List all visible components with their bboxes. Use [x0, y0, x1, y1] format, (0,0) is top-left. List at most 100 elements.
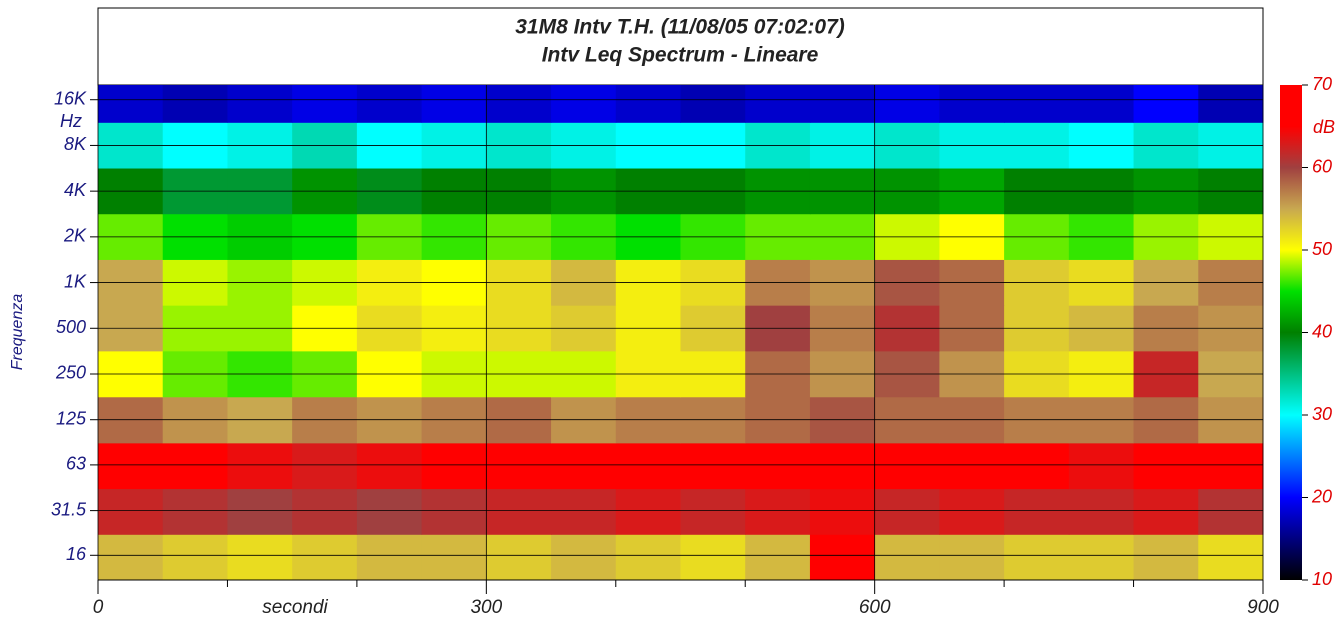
heatmap-cell: [98, 534, 164, 581]
heatmap-cell: [162, 488, 228, 535]
heatmap-cell: [292, 488, 358, 535]
heatmap-cell: [1198, 534, 1264, 581]
heatmap-cell: [1133, 85, 1199, 123]
heatmap-cell: [615, 85, 681, 123]
heatmap-cell: [745, 534, 811, 581]
heatmap-cell: [809, 442, 876, 490]
heatmap-cell: [874, 442, 940, 490]
heatmap-cell: [809, 534, 876, 581]
heatmap-cell: [162, 442, 228, 490]
heatmap-cell: [1068, 534, 1135, 581]
heatmap-cell: [809, 85, 876, 123]
x-axis-title: secondi: [262, 597, 328, 618]
heatmap-cell: [1004, 488, 1070, 535]
heatmap-cell: [745, 442, 811, 490]
heatmap-cell: [680, 488, 746, 535]
y-tick-label: 16K: [54, 88, 87, 108]
y-tick-label: 250: [55, 363, 86, 383]
colorbar-tick-label: 60: [1312, 156, 1332, 176]
colorbar-tick-label: 30: [1312, 404, 1332, 424]
y-tick-label: 63: [66, 454, 86, 474]
heatmap-cell: [1198, 442, 1264, 490]
heatmap-cell: [1133, 534, 1199, 581]
heatmap-cell: [98, 85, 164, 123]
heatmap-cell: [98, 488, 164, 535]
heatmap-cell: [615, 442, 681, 490]
heatmap-cell: [292, 442, 358, 490]
heatmap-cell: [680, 442, 746, 490]
heatmap-cell: [1004, 442, 1070, 490]
heatmap-cell: [162, 534, 228, 581]
heatmap-cell: [551, 534, 617, 581]
y-tick-label: 31.5: [51, 499, 87, 519]
heatmap-cell: [1133, 442, 1199, 490]
heatmap-cell: [745, 488, 811, 535]
y-tick-label: 4K: [64, 180, 87, 200]
heatmap-cell: [551, 488, 617, 535]
colorbar-tick-label: 20: [1311, 486, 1332, 506]
heatmap-cell: [874, 85, 940, 123]
chart-subtitle: Intv Leq Spectrum - Lineare: [542, 44, 819, 67]
heatmap-cell: [227, 488, 293, 535]
heatmap-cell: [227, 442, 293, 490]
colorbar-tick-label: 70: [1312, 74, 1332, 94]
x-tick-label: 300: [470, 597, 502, 618]
heatmap-cell: [486, 534, 552, 581]
heatmap-cell: [874, 534, 940, 581]
y-unit: Hz: [60, 111, 82, 131]
heatmap-cell: [745, 85, 811, 123]
heatmap-cell: [356, 442, 423, 490]
heatmap-cell: [680, 534, 746, 581]
heatmap-cell: [1198, 488, 1264, 535]
x-tick-label: 900: [1247, 597, 1279, 618]
heatmap-cell: [1068, 442, 1135, 490]
colorbar-label: dB: [1313, 117, 1335, 137]
y-axis-title: Frequenza: [9, 294, 26, 371]
heatmap-cell: [551, 442, 617, 490]
heatmap-cell: [356, 488, 423, 535]
x-tick-label: 600: [859, 597, 891, 618]
chart-title: 31M8 Intv T.H. (11/08/05 07:02:07): [515, 16, 845, 39]
heatmap-cell: [162, 85, 228, 123]
heatmap-cell: [939, 85, 1005, 123]
y-tick-label: 8K: [64, 134, 87, 154]
heatmap-cell: [1068, 488, 1135, 535]
heatmap: [98, 85, 1264, 581]
y-tick-label: 2K: [63, 226, 87, 246]
heatmap-cell: [1198, 85, 1264, 123]
heatmap-cell: [98, 442, 164, 490]
heatmap-cell: [421, 442, 487, 490]
y-tick-label: 16: [66, 544, 87, 564]
y-tick-label: 1K: [64, 271, 87, 291]
heatmap-cell: [615, 534, 681, 581]
heatmap-cell: [292, 534, 358, 581]
heatmap-cell: [939, 488, 1005, 535]
heatmap-cell: [939, 534, 1005, 581]
heatmap-cell: [1133, 488, 1199, 535]
colorbar-tick-label: 10: [1312, 569, 1332, 589]
title-box: [97, 7, 1264, 86]
heatmap-cell: [486, 488, 552, 535]
heatmap-cell: [421, 534, 487, 581]
heatmap-cell: [939, 442, 1005, 490]
heatmap-cell: [486, 442, 552, 490]
heatmap-cell: [615, 488, 681, 535]
heatmap-cell: [227, 85, 293, 123]
heatmap-cell: [292, 85, 358, 123]
y-tick-label: 125: [56, 408, 87, 428]
heatmap-cell: [486, 85, 552, 123]
colorbar-tick-label: 40: [1312, 321, 1332, 341]
heatmap-cell: [680, 85, 746, 123]
heatmap-cell: [809, 488, 876, 535]
colorbar: [1280, 85, 1302, 580]
heatmap-cell: [551, 85, 617, 123]
heatmap-cell: [874, 488, 940, 535]
heatmap-cell: [227, 534, 293, 581]
y-tick-label: 500: [56, 317, 86, 337]
heatmap-cell: [421, 488, 487, 535]
heatmap-cell: [1004, 85, 1070, 123]
heatmap-cell: [1004, 534, 1070, 581]
axes: 16 31.5 63 125 250 500 1K 2K 4K 8K 16K 0 300 600 900 10…: [51, 74, 1332, 618]
colorbar-tick-label: 50: [1312, 239, 1332, 259]
